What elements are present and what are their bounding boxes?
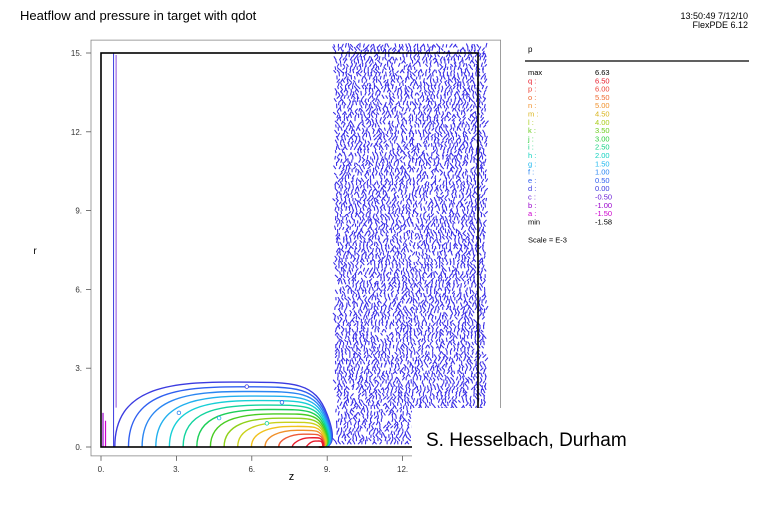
legend-entry-label: g :	[528, 159, 536, 168]
vector-field	[332, 42, 489, 445]
domain-boundary	[100, 52, 479, 448]
legend-entry-value: 5.00	[595, 101, 610, 110]
legend-entry-value: -1.50	[595, 209, 612, 218]
contour-marker	[264, 421, 270, 426]
legend-entry-value: 1.00	[595, 168, 610, 177]
legend-entry-value: 3.00	[595, 134, 610, 143]
legend-entry-value: -1.58	[595, 217, 612, 226]
chart-title: Heatflow and pressure in target with qdo…	[20, 8, 257, 23]
legend-entry-value: 1.50	[595, 159, 610, 168]
credit-box: S. Hesselbach, Durham	[412, 408, 764, 472]
axes: 0.3.6.9.12.15.0.3.6.9.12.15.zr	[33, 39, 501, 483]
legend-entry-label: b :	[528, 201, 536, 210]
legend-entry-label: f :	[528, 168, 534, 177]
legend-entry-label: min	[528, 217, 540, 226]
y-tick-label: 9.	[75, 207, 82, 216]
y-tick-label: 12.	[71, 128, 82, 137]
contour-marker	[176, 410, 182, 416]
legend-entry-value: 4.00	[595, 118, 610, 127]
legend-entry-value: -0.50	[595, 193, 612, 202]
legend-entry-value: 5.50	[595, 93, 610, 102]
vector-arrows	[332, 42, 489, 445]
x-tick-label: 12.	[397, 465, 408, 474]
legend-entry-label: m :	[528, 110, 538, 119]
legend-entry-value: 4.50	[595, 110, 610, 119]
legend-entry-value: 6.50	[595, 76, 610, 85]
contour-lines	[102, 53, 333, 448]
legend-entry-value: 6.63	[595, 68, 610, 77]
legend-entry-value: -1.00	[595, 201, 612, 210]
y-axis-label: r	[33, 246, 37, 257]
y-tick-label: 6.	[75, 285, 82, 294]
x-tick-label: 9.	[324, 465, 331, 474]
y-tick-label: 15.	[71, 49, 82, 58]
y-tick-label: 3.	[75, 364, 82, 373]
legend-entry-label: c :	[528, 193, 536, 202]
contour-marker	[279, 400, 285, 405]
legend-entry-label: q :	[528, 76, 536, 85]
legend-entry-label: max	[528, 68, 542, 77]
legend-scale: Scale = E-3	[528, 236, 567, 245]
legend-entry-label: e :	[528, 176, 536, 185]
contour-marker	[244, 384, 249, 389]
axis-box	[90, 39, 501, 457]
legend-entry-label: o :	[528, 93, 536, 102]
legend-entry-label: d :	[528, 184, 536, 193]
legend-entry-label: p :	[528, 85, 536, 94]
x-tick-label: 6.	[248, 465, 255, 474]
timestamp-block: 13:50:49 7/12/10 FlexPDE 6.12	[600, 12, 748, 30]
legend-entry-value: 2.00	[595, 151, 610, 160]
x-tick-label: 0.	[98, 465, 105, 474]
legend-entry-label: i :	[528, 143, 534, 152]
legend-entry-label: a :	[528, 209, 536, 218]
legend-entry-value: 6.00	[595, 85, 610, 94]
y-tick-label: 0.	[75, 443, 82, 452]
legend-entry-value: 0.50	[595, 176, 610, 185]
x-tick-label: 3.	[173, 465, 180, 474]
credit-text: S. Hesselbach, Durham	[426, 430, 627, 451]
legend-entry-value: 0.00	[595, 184, 610, 193]
software-version: FlexPDE 6.12	[692, 20, 748, 30]
legend-entry-label: j :	[527, 134, 534, 143]
legend-entry-label: h :	[528, 151, 536, 160]
timestamp: 13:50:49 7/12/10	[680, 11, 748, 21]
legend-entry-label: k :	[528, 126, 536, 135]
legend-entry-label: n :	[528, 101, 536, 110]
legend-variable: p	[528, 45, 533, 54]
legend-entry-value: 3.50	[595, 126, 610, 135]
x-axis-label: z	[289, 471, 295, 483]
contour-marker	[216, 415, 222, 421]
legend-entry-value: 2.50	[595, 143, 610, 152]
legend-entry-label: l :	[528, 118, 534, 127]
